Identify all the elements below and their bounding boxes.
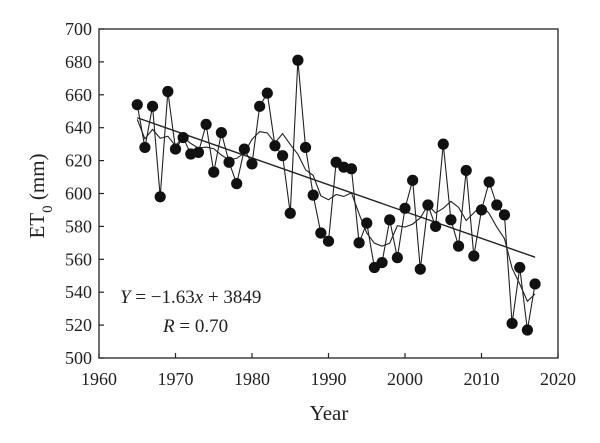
correlation-label: R = 0.70 xyxy=(162,316,228,337)
data-point xyxy=(200,118,212,131)
x-tick-label: 1960 xyxy=(81,369,117,389)
data-point xyxy=(177,131,189,144)
data-point xyxy=(514,261,526,274)
data-point xyxy=(430,220,442,232)
x-tick-label: 1990 xyxy=(311,369,347,389)
data-point xyxy=(292,54,304,66)
data-point xyxy=(399,202,411,214)
y-tick-label: 500 xyxy=(65,348,92,368)
data-point xyxy=(246,158,258,170)
data-point xyxy=(529,278,541,290)
data-point xyxy=(361,217,373,229)
correlation-r-var: R xyxy=(162,316,175,337)
data-point xyxy=(491,199,503,211)
y-axis-title-sub: 0 xyxy=(40,205,56,213)
y-axis-title-unit: (mm) xyxy=(25,153,49,205)
trend-line xyxy=(137,117,536,258)
data-point xyxy=(407,174,419,186)
y-tick-label: 600 xyxy=(65,184,92,204)
data-point xyxy=(437,138,449,150)
data-point xyxy=(284,207,296,219)
data-point xyxy=(345,163,358,175)
data-point xyxy=(315,227,327,239)
x-tick-label: 1980 xyxy=(234,369,270,389)
x-axis-ticks: 1960 1970 1980 1990 2000 2010 2020 xyxy=(81,353,576,389)
data-point xyxy=(452,240,465,252)
data-point xyxy=(414,263,426,275)
equation-y-var: Y xyxy=(120,287,133,308)
y-tick-label: 620 xyxy=(65,151,92,171)
data-point xyxy=(483,176,495,188)
data-point xyxy=(391,252,403,264)
y-tick-label: 660 xyxy=(65,85,92,105)
data-point xyxy=(422,199,434,211)
y-tick-label: 680 xyxy=(65,52,92,72)
data-point xyxy=(468,250,480,262)
data-point xyxy=(208,166,220,178)
y-tick-label: 540 xyxy=(65,282,92,302)
plot-area xyxy=(98,28,559,359)
data-point xyxy=(238,143,250,155)
y-tick-label: 560 xyxy=(65,249,92,269)
data-point xyxy=(154,191,166,203)
data-point xyxy=(521,324,534,336)
x-tick-label: 2010 xyxy=(464,369,500,389)
data-point xyxy=(146,100,159,112)
y-axis-ticks: 500 520 540 560 580 600 620 640 660 680 700 xyxy=(65,19,104,368)
equation-intercept: + 3849 xyxy=(203,287,261,308)
x-axis-title: Year xyxy=(310,401,349,425)
data-point xyxy=(277,150,289,162)
data-point xyxy=(162,85,174,98)
equation-body: = −1.63 xyxy=(131,287,195,308)
data-point xyxy=(254,100,266,112)
data-point xyxy=(231,178,243,190)
x-tick-label: 1970 xyxy=(158,369,194,389)
data-point xyxy=(261,87,273,99)
y-tick-label: 580 xyxy=(65,216,92,236)
data-point xyxy=(445,214,457,226)
data-point xyxy=(506,317,518,330)
data-point xyxy=(376,256,388,269)
y-tick-label: 520 xyxy=(65,315,92,335)
data-point xyxy=(269,140,281,152)
correlation-value: = 0.70 xyxy=(175,316,228,337)
data-point xyxy=(307,189,319,201)
x-tick-label: 2020 xyxy=(540,369,576,389)
x-tick-label: 2000 xyxy=(387,369,423,389)
y-tick-label: 640 xyxy=(65,118,92,138)
y-axis-title: ET0 (mm) xyxy=(25,153,56,238)
equation-x-var: x xyxy=(194,287,204,308)
data-point xyxy=(322,235,335,247)
data-point xyxy=(475,204,488,216)
data-point xyxy=(223,156,235,168)
data-point xyxy=(169,143,182,155)
data-point xyxy=(139,141,151,154)
data-point xyxy=(299,141,312,154)
y-axis-title-main: ET xyxy=(25,213,49,239)
smoothed-line xyxy=(136,119,536,303)
data-point xyxy=(460,164,472,177)
data-point xyxy=(131,99,143,111)
data-point xyxy=(498,209,511,221)
data-point xyxy=(215,127,227,139)
data-point xyxy=(353,237,365,249)
data-point xyxy=(384,214,396,226)
plot-frame xyxy=(98,28,559,359)
regression-equation: Y = −1.63x + 3849 xyxy=(120,287,261,308)
y-tick-label: 700 xyxy=(65,19,92,39)
data-point xyxy=(192,146,205,158)
